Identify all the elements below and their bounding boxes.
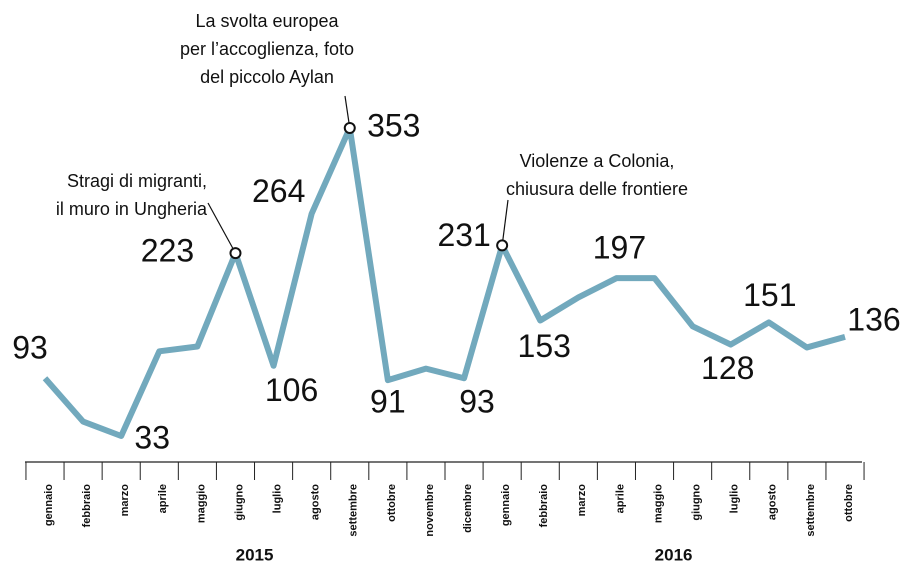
x-tick-label: agosto <box>767 484 779 520</box>
line <box>42 125 846 439</box>
annotation: La svolta europea <box>195 11 339 31</box>
x-tick-label: maggio <box>652 484 664 523</box>
x-tick-label: ottobre <box>386 484 398 522</box>
value-label: 128 <box>701 350 754 386</box>
x-tick-label: marzo <box>119 484 131 517</box>
x-tick-label: ottobre <box>843 484 855 522</box>
value-label: 91 <box>370 384 406 420</box>
value-label: 93 <box>459 384 495 420</box>
annotation-marker <box>496 239 509 252</box>
value-label: 231 <box>437 217 490 253</box>
x-tick-label: febbraio <box>81 484 93 528</box>
annotation: del piccolo Aylan <box>200 67 334 87</box>
annotation: il muro in Ungheria <box>56 199 208 219</box>
x-tick-label: maggio <box>195 484 207 523</box>
value-label: 93 <box>12 330 48 366</box>
annotation-marker <box>343 122 356 134</box>
x-tick-label: aprile <box>157 484 169 513</box>
x-tick-label: agosto <box>310 484 322 520</box>
value-label: 106 <box>265 372 318 408</box>
value-label: 153 <box>518 328 571 364</box>
x-tick-label: novembre <box>424 484 436 537</box>
x-tick-label: giugno <box>233 484 245 521</box>
value-label: 197 <box>593 230 646 266</box>
x-tick-label: settembre <box>805 484 817 537</box>
value-label: 264 <box>252 173 305 209</box>
year-label: 2016 <box>655 545 693 564</box>
value-label: 151 <box>743 277 796 313</box>
x-tick-label: luglio <box>271 484 283 514</box>
x-tick-label: giugno <box>691 484 703 521</box>
x-tick-label: luglio <box>729 484 741 514</box>
year-label: 2015 <box>236 545 274 564</box>
annotation: Violenze a Colonia, <box>520 151 675 171</box>
annotation: per l’accoglienza, foto <box>180 39 354 59</box>
x-tick-label: dicembre <box>462 484 474 533</box>
value-label: 33 <box>134 419 170 455</box>
value-label: 136 <box>847 301 900 337</box>
annotation: chiusura delle frontiere <box>506 179 688 199</box>
x-tick-label: aprile <box>614 484 626 513</box>
annotation-leader <box>207 202 237 254</box>
x-tick-label: marzo <box>576 484 588 517</box>
annotation: Stragi di migranti, <box>67 171 207 191</box>
value-label: 223 <box>141 233 194 269</box>
x-tick-label: settembre <box>348 484 360 537</box>
value-label: 353 <box>367 107 420 143</box>
x-tick-label: gennaio <box>43 484 55 526</box>
x-tick-label: gennaio <box>500 484 512 526</box>
x-tick-label: febbraio <box>538 484 550 528</box>
annotation-marker <box>229 247 242 260</box>
annotation-leader <box>501 199 509 246</box>
